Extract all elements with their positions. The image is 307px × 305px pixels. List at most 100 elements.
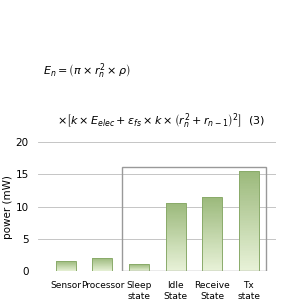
Bar [202,263,222,264]
Bar [202,197,222,198]
Bar [239,199,259,201]
Bar [239,205,259,206]
Bar [239,226,259,228]
Bar [239,211,259,213]
Bar [202,249,222,250]
Bar [202,248,222,249]
Bar [165,249,186,250]
Bar [202,261,222,263]
Text: $E_n = \left( \pi \times r_n^2 \times \rho \right)$: $E_n = \left( \pi \times r_n^2 \times \r… [43,62,131,81]
Bar [202,270,222,271]
Bar [239,181,259,183]
Bar [202,219,222,221]
Bar [239,178,259,179]
Bar [202,265,222,267]
Bar [165,267,186,268]
Bar [239,240,259,241]
Bar [165,231,186,232]
Bar [165,206,186,207]
Bar [202,212,222,213]
Bar [202,258,222,259]
Bar [202,237,222,238]
Bar [239,173,259,174]
Bar [165,251,186,252]
Bar [202,202,222,203]
Bar [165,227,186,228]
Bar [202,231,222,232]
Bar [202,232,222,233]
Bar [239,179,259,181]
Bar [165,222,186,223]
Bar [165,270,186,271]
Bar [239,224,259,226]
Bar [202,269,222,270]
Bar [239,235,259,236]
Bar [165,238,186,239]
Bar [202,244,222,246]
Bar [165,220,186,221]
Bar [239,267,259,268]
Bar [165,266,186,267]
Bar [165,236,186,237]
Bar [239,221,259,223]
Bar [165,255,186,257]
Bar [202,234,222,235]
Bar [202,217,222,218]
Bar [165,253,186,254]
Bar [165,217,186,218]
Bar [202,201,222,202]
Bar [202,211,222,212]
Bar [239,230,259,231]
Bar [165,269,186,270]
Bar [202,267,222,268]
Bar [239,233,259,235]
Bar [202,206,222,207]
Bar [239,188,259,189]
Bar [165,221,186,222]
Bar [165,237,186,238]
Bar [239,258,259,260]
Bar [202,218,222,219]
Bar [165,264,186,266]
Bar [239,228,259,230]
Bar [202,227,222,228]
Bar [165,203,186,204]
Y-axis label: power (mW): power (mW) [3,175,13,239]
Bar [239,251,259,253]
Bar [239,231,259,233]
Bar [239,193,259,195]
Bar [239,196,259,198]
Bar [165,228,186,229]
Bar [165,259,186,260]
Bar [202,250,222,252]
Bar [165,241,186,242]
Bar [239,238,259,240]
Bar [239,191,259,193]
Bar [202,252,222,253]
Bar [165,226,186,227]
Bar [202,255,222,257]
Bar [165,235,186,236]
Text: $\times \left[ k \times E_{elec} + \varepsilon_{fs} \times k \times \left( r_n^2: $\times \left[ k \times E_{elec} + \vare… [57,111,266,131]
Bar [165,244,186,245]
Bar [202,199,222,201]
Bar [202,208,222,210]
Bar [202,210,222,211]
Bar [202,207,222,208]
Bar [239,260,259,261]
Bar [202,229,222,231]
Bar [239,183,259,185]
Bar [202,225,222,227]
Bar [165,268,186,269]
Bar [202,246,222,247]
Bar [165,242,186,243]
Bar [202,235,222,237]
Bar [165,247,186,249]
Bar [56,261,76,271]
Bar [239,206,259,208]
Bar [239,210,259,211]
Bar [239,241,259,243]
Bar [202,239,222,240]
Bar [239,171,259,271]
Bar [202,203,222,204]
